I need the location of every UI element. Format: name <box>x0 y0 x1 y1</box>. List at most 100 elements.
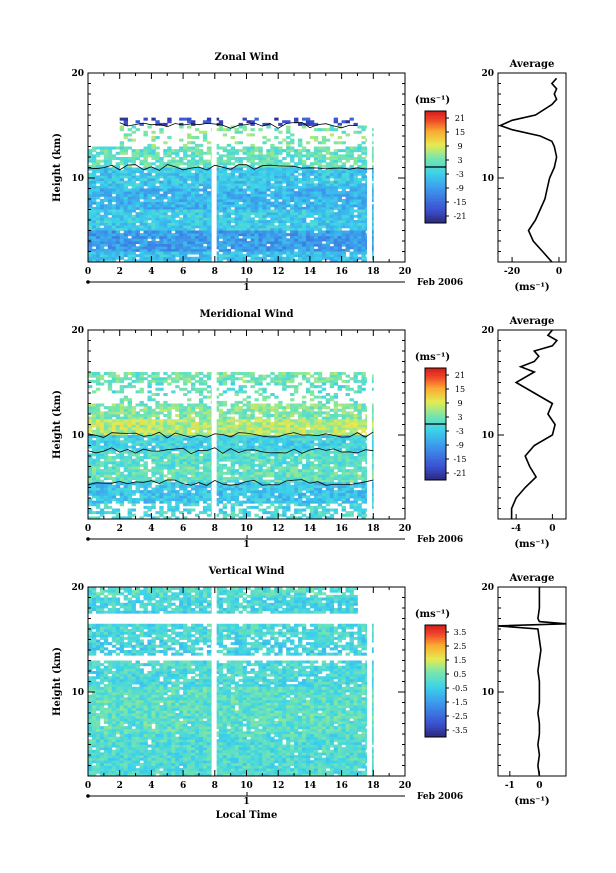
heatmap-cell <box>175 227 180 231</box>
heatmap-cell <box>278 196 283 200</box>
heatmap-cell <box>139 154 144 158</box>
heatmap-cell <box>313 227 319 231</box>
heatmap-cell <box>115 411 121 415</box>
heatmap-cell <box>286 406 291 410</box>
heatmap-cell <box>349 432 354 436</box>
heatmap-cell <box>250 243 255 247</box>
heatmap-cell <box>353 162 358 166</box>
heatmap-cell <box>111 175 117 179</box>
heatmap-cell <box>194 196 200 200</box>
heatmap-cell <box>301 199 307 203</box>
heatmap-cell <box>139 458 144 462</box>
heatmap-cell <box>337 159 342 163</box>
heatmap-cell <box>111 225 117 229</box>
heatmap-cell <box>274 461 279 465</box>
heatmap-cell <box>254 448 259 452</box>
heatmap-cell <box>202 188 208 192</box>
heatmap-cell <box>266 149 271 153</box>
heatmap-cell <box>242 214 247 218</box>
heatmap-cell <box>214 403 220 407</box>
heatmap-cell <box>198 408 204 412</box>
heatmap-cell <box>294 154 299 158</box>
heatmap-cell <box>258 162 263 166</box>
heatmap-cell <box>111 463 117 467</box>
heatmap-cell <box>333 424 339 428</box>
heatmap-cell <box>151 225 156 229</box>
heatmap-cell <box>135 199 140 203</box>
heatmap-cell <box>218 199 224 203</box>
heatmap-cell <box>155 151 160 155</box>
heatmap-cell <box>309 256 315 260</box>
heatmap-cell <box>123 120 129 124</box>
heatmap-cell <box>103 149 109 153</box>
heatmap-cell <box>234 400 239 404</box>
heatmap-cell <box>135 435 140 439</box>
heatmap-cell <box>250 185 255 189</box>
heatmap-cell <box>298 406 303 410</box>
heatmap-cell <box>305 193 311 197</box>
heatmap-cell <box>298 162 303 166</box>
heatmap-cell <box>163 233 168 237</box>
heatmap-cell <box>179 419 184 423</box>
heatmap-cell <box>187 403 192 407</box>
heatmap-cell <box>266 419 271 423</box>
heatmap-cell <box>111 191 117 195</box>
heatmap-cell <box>103 463 109 467</box>
heatmap-cell <box>234 227 239 231</box>
heatmap-cell <box>103 196 109 200</box>
heatmap-cell <box>353 463 358 467</box>
heatmap-cell <box>266 164 271 168</box>
heatmap-cell <box>321 196 327 200</box>
heatmap-cell <box>198 406 204 410</box>
heatmap-cell <box>242 254 247 258</box>
heatmap-cell <box>91 185 97 189</box>
heatmap-cell <box>139 172 144 176</box>
heatmap-cell <box>107 209 113 213</box>
heatmap-cell <box>290 133 295 137</box>
heatmap-cell <box>175 424 180 428</box>
heatmap-cell <box>99 241 105 245</box>
heatmap-cell <box>234 212 239 216</box>
heatmap-cell <box>143 408 148 412</box>
heatmap-cell <box>95 162 101 166</box>
heatmap-cell <box>329 416 335 420</box>
heatmap-cell <box>115 445 121 449</box>
heatmap-cell <box>191 185 196 189</box>
heatmap-cell <box>357 170 362 174</box>
heatmap-cell <box>151 419 156 423</box>
heatmap-cell <box>159 225 164 229</box>
heatmap-cell <box>270 437 275 441</box>
heatmap-cell <box>143 233 148 237</box>
heatmap-cell <box>171 448 176 452</box>
heatmap-cell <box>115 214 121 218</box>
heatmap-cell <box>258 222 263 226</box>
heatmap-cell <box>270 183 275 187</box>
heatmap-cell <box>234 437 239 441</box>
heatmap-cell <box>107 427 113 431</box>
heatmap-cell <box>202 427 208 431</box>
heatmap-cell <box>99 199 105 203</box>
heatmap-cell <box>95 180 101 184</box>
heatmap-cell <box>246 243 251 247</box>
heatmap-cell <box>341 419 346 423</box>
heatmap-cell <box>155 230 160 234</box>
heatmap-cell <box>171 222 176 226</box>
heatmap-cell <box>317 411 323 415</box>
heatmap-cell <box>286 429 291 433</box>
heatmap-cell <box>313 162 319 166</box>
heatmap-cell <box>266 427 271 431</box>
heatmap-cell <box>111 251 117 255</box>
heatmap-cell <box>313 149 319 153</box>
heatmap-cell <box>155 424 160 428</box>
heatmap-cell <box>175 440 180 444</box>
heatmap-cell <box>143 419 148 423</box>
heatmap-cell <box>309 440 315 444</box>
heatmap-cell <box>139 424 144 428</box>
heatmap-cell <box>246 461 251 465</box>
heatmap-cell <box>187 193 192 197</box>
heatmap-cell <box>147 170 152 174</box>
heatmap-cell <box>183 379 188 383</box>
heatmap-cell <box>246 199 251 203</box>
heatmap-cell <box>246 437 251 441</box>
heatmap-cell <box>234 193 239 197</box>
